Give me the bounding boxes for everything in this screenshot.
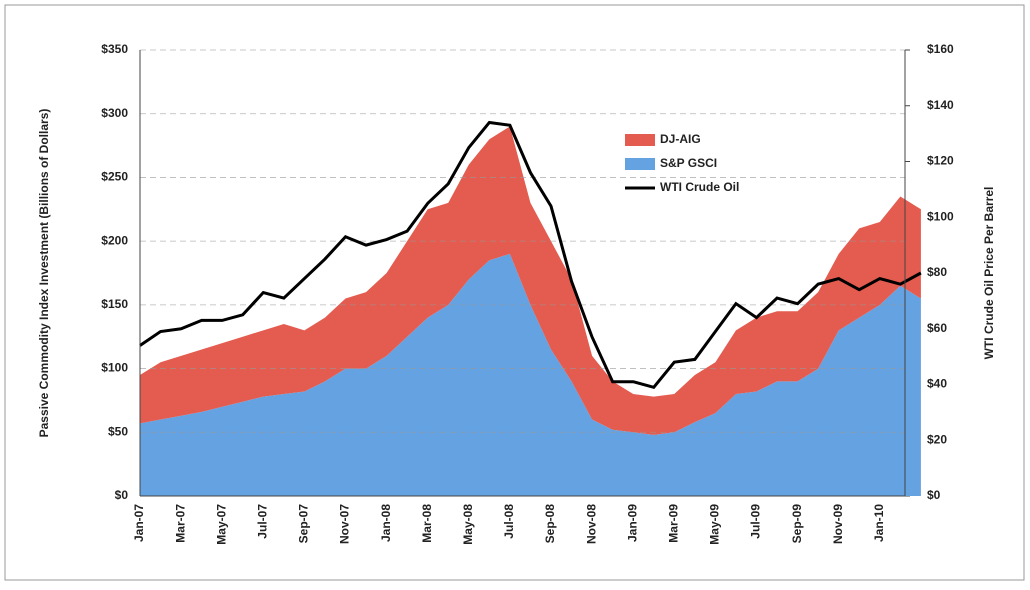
y2-tick-label: $160	[927, 42, 954, 56]
x-tick-label: May-08	[461, 504, 475, 545]
x-tick-label: Jul-08	[502, 504, 516, 539]
y2-tick-label: $40	[927, 377, 947, 391]
y-tick-label: $300	[101, 106, 128, 120]
x-tick-label: Mar-08	[420, 504, 434, 543]
y-axis-label: Passive Commodity Index Investment (Bill…	[37, 109, 51, 438]
x-tick-label: Nov-09	[831, 504, 845, 544]
x-tick-label: Jul-07	[255, 504, 269, 539]
y2-tick-label: $20	[927, 432, 947, 446]
y-tick-label: $150	[101, 297, 128, 311]
x-tick-label: Jan-10	[872, 504, 886, 542]
legend-label: S&P GSCI	[660, 156, 717, 170]
y-tick-label: $250	[101, 170, 128, 184]
legend-label: WTI Crude Oil	[660, 180, 739, 194]
y2-tick-label: $140	[927, 98, 954, 112]
legend-label: DJ-AIG	[660, 132, 701, 146]
x-tick-label: Mar-07	[173, 504, 187, 543]
x-tick-label: May-07	[214, 504, 228, 545]
y2-tick-label: $100	[927, 209, 954, 223]
y2-tick-label: $120	[927, 154, 954, 168]
x-tick-label: Mar-09	[666, 504, 680, 543]
y-tick-label: $200	[101, 233, 128, 247]
x-tick-label: Sep-08	[543, 504, 557, 544]
y-tick-label: $350	[101, 42, 128, 56]
area	[140, 253, 921, 496]
x-tick-label: Nov-08	[584, 504, 598, 544]
legend-swatch	[625, 134, 655, 146]
x-tick-label: Nov-07	[338, 504, 352, 544]
x-tick-label: Jan-09	[625, 504, 639, 542]
y2-axis-label: WTI Crude Oil Price Per Barrel	[982, 187, 996, 360]
legend-swatch	[625, 158, 655, 170]
x-tick-label: Jan-07	[132, 504, 146, 542]
x-tick-label: May-09	[708, 504, 722, 545]
line	[139, 120, 922, 389]
y-tick-label: $50	[108, 424, 128, 438]
x-tick-label: Jul-09	[749, 504, 763, 539]
x-tick-label: Sep-07	[297, 504, 311, 544]
y2-tick-label: $60	[927, 321, 947, 335]
x-tick-label: Sep-09	[790, 504, 804, 544]
x-tick-label: Jan-08	[379, 504, 393, 542]
y2-tick-label: $80	[927, 265, 947, 279]
area	[140, 126, 921, 435]
y-tick-label: $100	[101, 361, 128, 375]
y2-tick-label: $0	[927, 488, 941, 502]
y-tick-label: $0	[115, 488, 129, 502]
